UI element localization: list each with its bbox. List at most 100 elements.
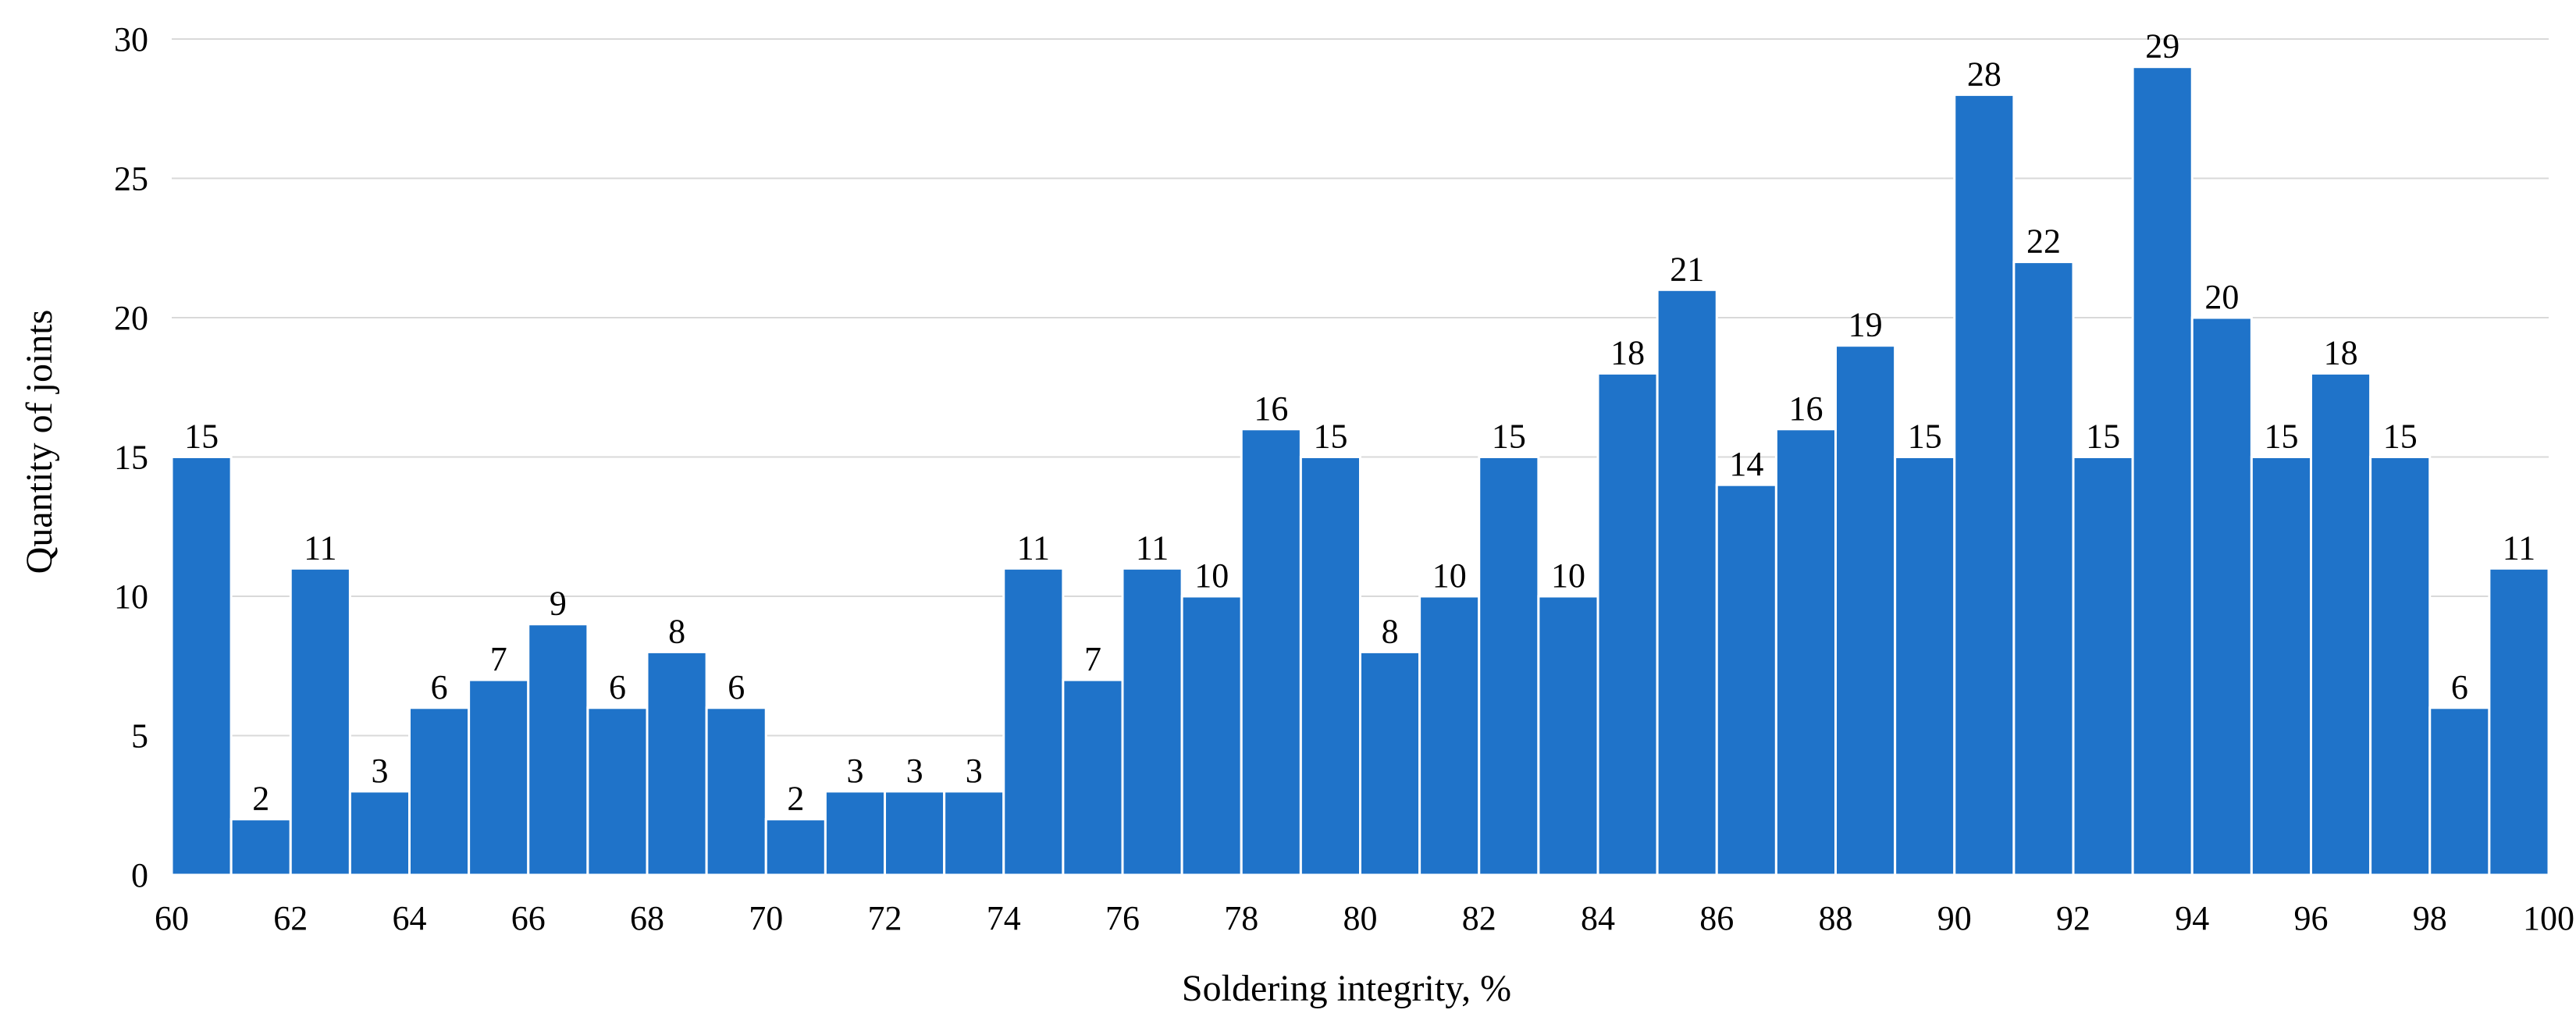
data-label-81: 10 (1432, 556, 1467, 595)
x-tick-label: 88 (1819, 899, 1853, 937)
data-label-99: 11 (2503, 528, 2535, 567)
x-tick-label: 64 (393, 899, 427, 937)
bar-91 (2012, 261, 2075, 876)
data-label-96: 18 (2324, 333, 2358, 372)
y-tick-label: 10 (114, 578, 148, 616)
data-label-68: 8 (668, 612, 685, 650)
bar-61 (229, 818, 292, 876)
data-label-71: 3 (846, 752, 863, 790)
bar-90 (1953, 93, 2016, 876)
x-tick-label: 82 (1462, 899, 1496, 937)
bar-63 (348, 790, 411, 876)
x-tick-label: 76 (1105, 899, 1140, 937)
data-label-95: 15 (2264, 418, 2298, 456)
data-label-76: 11 (1136, 528, 1169, 567)
bar-72 (884, 790, 946, 876)
data-label-66: 9 (550, 585, 567, 623)
bar-94 (2190, 316, 2253, 876)
y-tick-label: 5 (131, 717, 148, 756)
bar-78 (1240, 428, 1302, 876)
data-label-65: 7 (490, 640, 507, 678)
x-tick-label: 92 (2056, 899, 2090, 937)
bar-98 (2428, 706, 2491, 876)
data-label-64: 6 (431, 668, 448, 706)
data-label-88: 19 (1848, 306, 1883, 344)
data-label-60: 15 (184, 418, 219, 456)
bar-80 (1359, 650, 1421, 876)
data-label-70: 2 (787, 780, 804, 818)
bar-75 (1062, 678, 1124, 876)
data-label-61: 2 (252, 780, 269, 818)
data-label-80: 8 (1382, 612, 1399, 650)
bar-74 (1002, 567, 1065, 876)
x-tick-label: 66 (511, 899, 546, 937)
bar-97 (2369, 456, 2432, 876)
bar-84 (1596, 372, 1659, 876)
x-tick-label: 72 (868, 899, 902, 937)
data-label-82: 15 (1492, 418, 1526, 456)
bar-81 (1418, 595, 1481, 876)
y-tick-label: 0 (131, 856, 148, 894)
bar-79 (1299, 456, 1361, 876)
data-label-75: 7 (1084, 640, 1101, 678)
x-tick-label: 98 (2413, 899, 2447, 937)
y-tick-label: 15 (114, 439, 148, 477)
bar-66 (527, 623, 589, 876)
data-label-97: 15 (2383, 418, 2418, 456)
bar-67 (586, 706, 649, 876)
x-axis-ticks: 60 62 64 66 68 70 72 74 76 78 80 82 84 86 88 90 92 94 96 98… (155, 899, 2574, 937)
data-label-98: 6 (2451, 668, 2468, 706)
data-label-69: 6 (728, 668, 745, 706)
bar-96 (2310, 372, 2372, 876)
data-label-63: 3 (371, 752, 388, 790)
bars (170, 66, 2550, 876)
y-axis-title: Quantity of joints (19, 310, 60, 574)
y-tick-label: 25 (114, 160, 148, 198)
data-label-90: 28 (1967, 55, 2001, 93)
data-label-79: 15 (1313, 418, 1347, 456)
bar-64 (408, 706, 471, 876)
bar-89 (1894, 456, 1956, 876)
data-label-67: 6 (609, 668, 626, 706)
x-tick-label: 94 (2175, 899, 2209, 937)
data-label-73: 3 (966, 752, 983, 790)
bar-77 (1180, 595, 1243, 876)
data-label-86: 14 (1729, 445, 1763, 483)
data-label-93: 29 (2145, 27, 2179, 66)
bar-88 (1834, 344, 1897, 876)
x-tick-label: 74 (987, 899, 1021, 937)
x-tick-label: 60 (155, 899, 189, 937)
data-label-94: 20 (2204, 278, 2239, 316)
data-label-78: 16 (1254, 389, 1288, 428)
bar-62 (289, 567, 351, 876)
data-label-87: 16 (1788, 389, 1823, 428)
bar-71 (824, 790, 886, 876)
bar-87 (1774, 428, 1837, 876)
x-tick-label: 80 (1343, 899, 1378, 937)
bar-65 (468, 678, 530, 876)
x-tick-label: 68 (630, 899, 664, 937)
x-tick-label: 96 (2294, 899, 2329, 937)
data-label-62: 11 (304, 528, 336, 567)
x-tick-label: 62 (273, 899, 308, 937)
y-tick-label: 30 (114, 20, 148, 59)
data-label-91: 22 (2026, 222, 2061, 261)
data-label-84: 18 (1610, 333, 1645, 372)
data-label-85: 21 (1670, 250, 1704, 288)
bar-92 (2072, 456, 2134, 876)
bar-82 (1478, 456, 1540, 876)
y-tick-label: 20 (114, 299, 148, 337)
x-axis-title: Soldering integrity, % (1182, 968, 1511, 1009)
data-label-77: 10 (1194, 556, 1229, 595)
data-labels: 15 2 11 3 6 7 9 6 8 6 2 3 3 3 11 7 11 10 16 15 8 10 15 10 18 21 14… (184, 27, 2535, 818)
bar-76 (1121, 567, 1183, 876)
data-label-72: 3 (906, 752, 923, 790)
data-label-74: 11 (1017, 528, 1050, 567)
bar-60 (170, 456, 233, 876)
x-tick-label: 86 (1699, 899, 1734, 937)
data-label-83: 10 (1551, 556, 1585, 595)
bar-69 (705, 706, 767, 876)
x-tick-label: 70 (749, 899, 783, 937)
data-label-92: 15 (2086, 418, 2120, 456)
